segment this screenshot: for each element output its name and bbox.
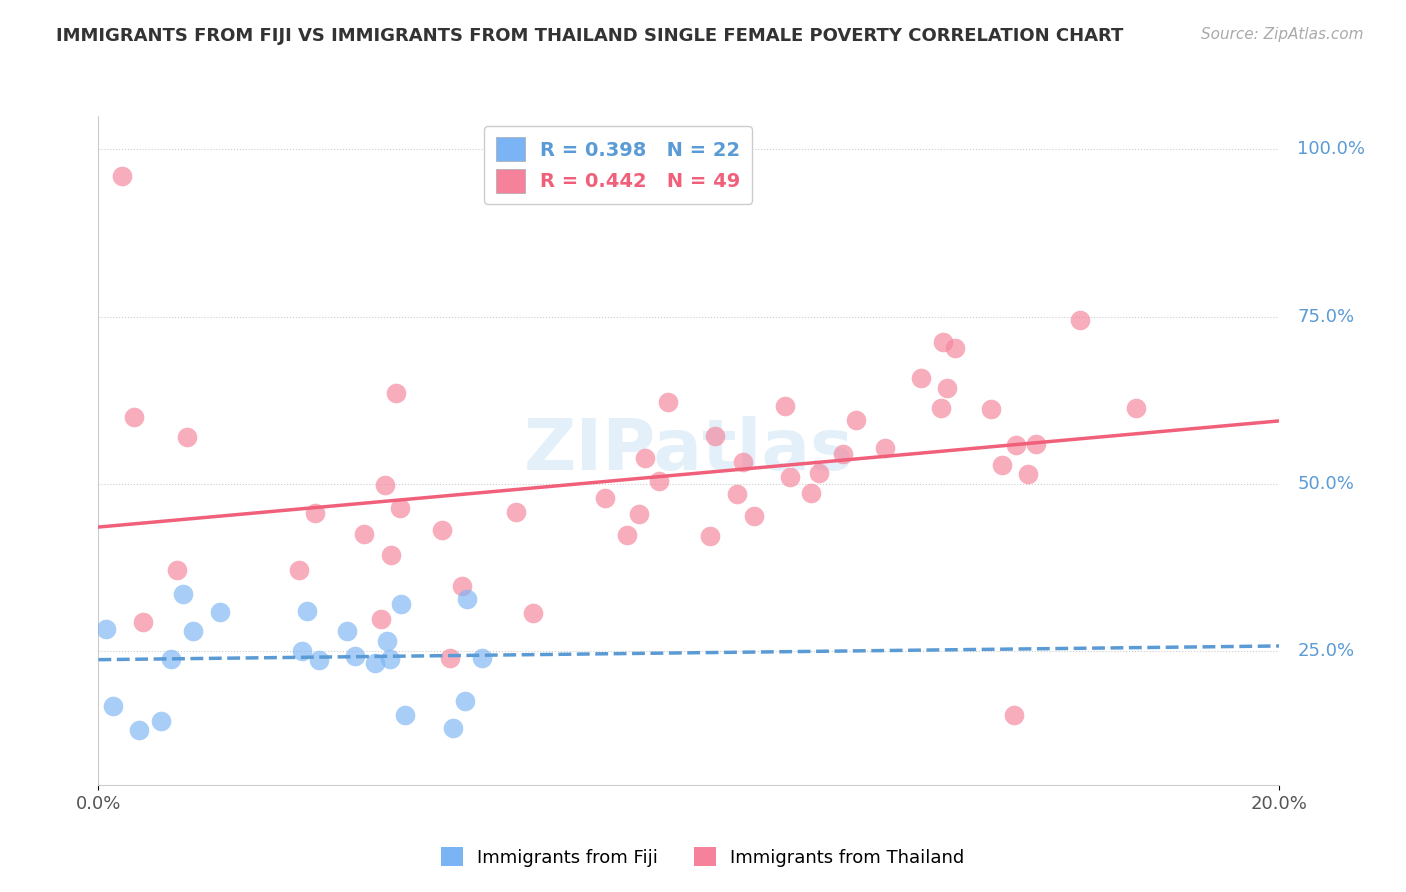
Point bbox=[505, 505, 527, 519]
Point bbox=[149, 714, 172, 728]
Point bbox=[430, 524, 453, 538]
Point bbox=[733, 455, 755, 469]
Point bbox=[295, 604, 318, 618]
Point bbox=[593, 491, 616, 505]
Point bbox=[374, 478, 396, 492]
Point bbox=[94, 622, 117, 636]
Point bbox=[336, 624, 359, 638]
Point bbox=[208, 605, 231, 619]
Point bbox=[1017, 467, 1039, 482]
Text: 100.0%: 100.0% bbox=[1298, 140, 1365, 159]
Point bbox=[456, 592, 478, 607]
Point bbox=[1069, 313, 1091, 327]
Point bbox=[128, 723, 150, 737]
Point bbox=[699, 529, 721, 543]
Text: ZIPatlas: ZIPatlas bbox=[524, 416, 853, 485]
Point bbox=[176, 430, 198, 444]
Point bbox=[132, 615, 155, 629]
Point bbox=[172, 587, 194, 601]
Point bbox=[439, 651, 461, 665]
Point bbox=[616, 528, 638, 542]
Point bbox=[980, 401, 1002, 416]
Point bbox=[703, 429, 725, 443]
Point bbox=[1025, 436, 1047, 450]
Point bbox=[725, 487, 748, 501]
Point bbox=[308, 653, 330, 667]
Point bbox=[370, 612, 392, 626]
Point bbox=[990, 458, 1012, 472]
Point bbox=[845, 413, 868, 427]
Point bbox=[122, 410, 145, 425]
Point bbox=[451, 579, 474, 593]
Point bbox=[385, 386, 408, 401]
Text: 50.0%: 50.0% bbox=[1298, 475, 1354, 493]
Point bbox=[111, 169, 134, 184]
Point bbox=[634, 450, 657, 465]
Point bbox=[657, 395, 679, 409]
Point bbox=[470, 650, 492, 665]
Point bbox=[160, 652, 183, 666]
Point bbox=[779, 469, 801, 483]
Point bbox=[378, 652, 401, 666]
Point bbox=[742, 508, 765, 523]
Point bbox=[364, 656, 387, 670]
Point bbox=[943, 341, 966, 355]
Legend: Immigrants from Fiji, Immigrants from Thailand: Immigrants from Fiji, Immigrants from Th… bbox=[434, 840, 972, 874]
Point bbox=[910, 371, 932, 385]
Point bbox=[166, 563, 188, 577]
Point bbox=[353, 527, 375, 541]
Point bbox=[389, 598, 412, 612]
Point bbox=[1005, 438, 1028, 452]
Point bbox=[441, 721, 464, 735]
Point bbox=[344, 649, 367, 664]
Legend: R = 0.398   N = 22, R = 0.442   N = 49: R = 0.398 N = 22, R = 0.442 N = 49 bbox=[484, 126, 752, 204]
Point bbox=[181, 624, 204, 638]
Point bbox=[522, 606, 544, 620]
Point bbox=[931, 334, 953, 349]
Text: 75.0%: 75.0% bbox=[1298, 308, 1354, 326]
Point bbox=[304, 507, 326, 521]
Point bbox=[831, 447, 853, 461]
Point bbox=[775, 399, 797, 413]
Point bbox=[380, 549, 402, 563]
Point bbox=[453, 694, 475, 708]
Text: IMMIGRANTS FROM FIJI VS IMMIGRANTS FROM THAILAND SINGLE FEMALE POVERTY CORRELATI: IMMIGRANTS FROM FIJI VS IMMIGRANTS FROM … bbox=[56, 27, 1123, 45]
Point bbox=[808, 466, 831, 480]
Point bbox=[875, 442, 897, 456]
Point bbox=[648, 474, 671, 488]
Point bbox=[1125, 401, 1147, 415]
Point bbox=[389, 501, 412, 516]
Point bbox=[800, 486, 823, 500]
Point bbox=[394, 707, 416, 722]
Point bbox=[929, 401, 952, 416]
Point bbox=[628, 508, 651, 522]
Point bbox=[1002, 707, 1025, 722]
Point bbox=[101, 698, 124, 713]
Point bbox=[375, 634, 398, 648]
Point bbox=[287, 563, 309, 577]
Point bbox=[290, 644, 312, 658]
Point bbox=[935, 381, 957, 395]
Text: 25.0%: 25.0% bbox=[1298, 642, 1354, 660]
Text: Source: ZipAtlas.com: Source: ZipAtlas.com bbox=[1201, 27, 1364, 42]
